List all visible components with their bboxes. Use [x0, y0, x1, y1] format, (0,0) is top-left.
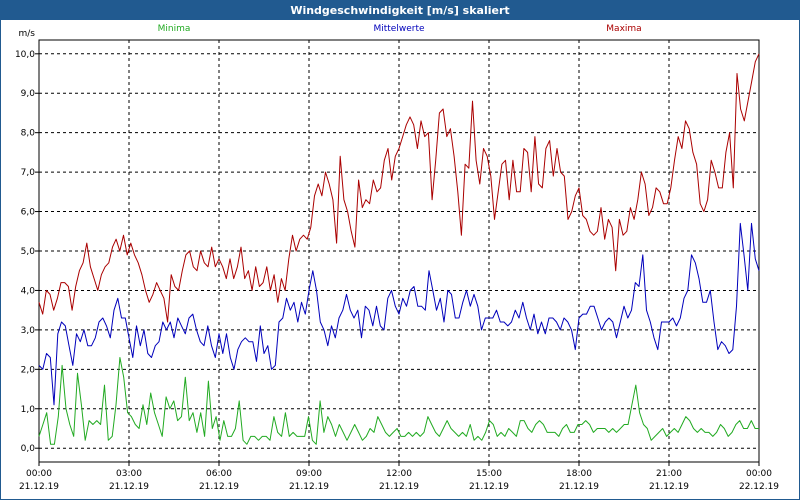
y-tick-label: 5,0 — [21, 247, 36, 257]
y-tick-label: 1,0 — [21, 405, 36, 415]
x-tick-date: 21.12.19 — [469, 482, 509, 492]
y-tick-label: 8,0 — [21, 129, 36, 139]
legend-entry-maxima: Maxima — [606, 24, 641, 34]
y-tick-label: 2,0 — [21, 365, 36, 375]
y-tick-label: 10,0 — [15, 50, 35, 60]
x-tick-time: 03:00 — [116, 469, 142, 479]
x-tick-date: 21.12.19 — [19, 482, 59, 492]
x-tick-time: 21:00 — [656, 469, 682, 479]
series-line-mittelwerte — [38, 222, 760, 406]
chart-frame: 0,0 1,0 2,0 3,0 4,0 5,0 6,0 7,0 8,0 9,0 10,0 m/s 00:… — [0, 20, 800, 500]
x-tick-date: 21.12.19 — [559, 482, 599, 492]
x-tick-date: 21.12.19 — [289, 482, 329, 492]
x-tick-date: 22.12.19 — [739, 482, 779, 492]
legend-layer: Minima Mittelwerte Maxima — [158, 24, 642, 34]
y-tick-label: 9,0 — [21, 89, 36, 99]
x-tick-time: 06:00 — [206, 469, 232, 479]
y-axis-label: m/s — [19, 29, 36, 39]
x-tick-time: 00:00 — [746, 469, 772, 479]
y-tick-label: 0,0 — [21, 444, 36, 454]
x-tick-date: 21.12.19 — [649, 482, 689, 492]
series-line-minima — [38, 357, 759, 445]
x-tick-time: 12:00 — [386, 469, 412, 479]
grid-layer — [38, 39, 760, 463]
legend-entry-mittelwerte: Mittelwerte — [373, 24, 424, 34]
x-tick-date: 21.12.19 — [379, 482, 419, 492]
x-tick-date: 21.12.19 — [109, 482, 149, 492]
x-tick-time: 00:00 — [26, 469, 52, 479]
y-tick-label: 3,0 — [21, 326, 36, 336]
x-tick-time: 15:00 — [476, 469, 502, 479]
x-tick-date: 21.12.19 — [199, 482, 239, 492]
chart-title: Windgeschwindigkeit [m/s] skaliert — [290, 3, 510, 17]
legend-entry-minima: Minima — [158, 24, 191, 34]
y-tick-label: 7,0 — [21, 168, 36, 178]
axis-layer: 0,0 1,0 2,0 3,0 4,0 5,0 6,0 7,0 8,0 9,0 10,0 m/s 00:… — [15, 29, 779, 492]
y-tick-label: 6,0 — [21, 208, 36, 218]
series-layer — [38, 53, 760, 445]
series-line-maxima — [38, 53, 760, 323]
y-tick-label: 4,0 — [21, 286, 36, 296]
wind-speed-chart: 0,0 1,0 2,0 3,0 4,0 5,0 6,0 7,0 8,0 9,0 10,0 m/s 00:… — [15, 24, 779, 492]
x-tick-time: 18:00 — [566, 469, 592, 479]
chart-title-bar: Windgeschwindigkeit [m/s] skaliert — [0, 0, 800, 20]
x-tick-time: 09:00 — [296, 469, 322, 479]
